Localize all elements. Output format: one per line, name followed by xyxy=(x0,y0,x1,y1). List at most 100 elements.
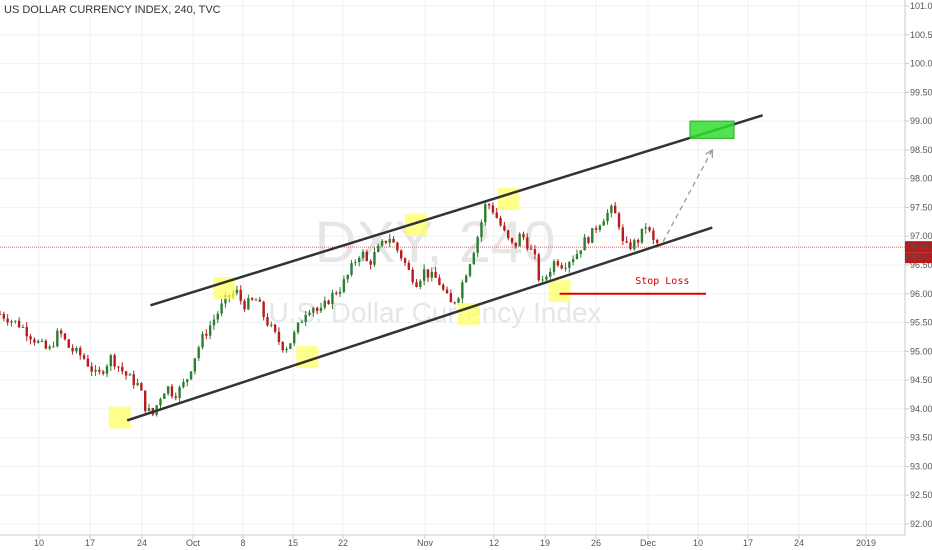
candle-body xyxy=(419,280,422,287)
candle-body xyxy=(445,289,449,294)
candle-body xyxy=(403,258,407,263)
price-tick-label: 93.00 xyxy=(910,461,932,471)
price-tick-label: 95.50 xyxy=(910,318,932,328)
candle-body xyxy=(285,348,288,351)
candle-body xyxy=(384,240,388,243)
candle-body xyxy=(514,242,518,247)
candle-body xyxy=(63,333,67,340)
candle-body xyxy=(400,250,403,259)
candle-body xyxy=(113,355,116,367)
candle-body xyxy=(549,271,552,277)
candle-body xyxy=(457,298,460,303)
candle-body xyxy=(21,326,25,328)
candle-body xyxy=(545,276,548,280)
countdown-tag xyxy=(905,252,932,264)
time-tick-label: 8 xyxy=(240,538,245,548)
candle-body xyxy=(281,341,284,351)
candle-body xyxy=(522,233,525,238)
time-tick-label: 24 xyxy=(137,538,147,548)
time-tick-label: 15 xyxy=(288,538,298,548)
price-tick-label: 95.00 xyxy=(910,346,932,356)
price-tick-label: 99.50 xyxy=(910,87,932,97)
price-tick-label: 97.50 xyxy=(910,202,932,212)
candle-body xyxy=(159,399,162,406)
price-channel[interactable] xyxy=(126,114,763,422)
candle-body xyxy=(449,293,453,303)
price-tick-label: 94.00 xyxy=(910,404,932,414)
candle-body xyxy=(75,348,78,352)
candle-body xyxy=(182,381,185,388)
price-axis[interactable]: 92.00 92.50 93.00 93.50 94.00 94.50 95.00 95.50… xyxy=(904,0,932,535)
candle-body xyxy=(266,317,269,326)
candle-body xyxy=(335,292,338,294)
time-tick-label: 19 xyxy=(540,538,550,548)
candle-body xyxy=(411,269,414,283)
candle-body xyxy=(105,366,109,374)
candle-body xyxy=(480,222,483,238)
target-zone[interactable] xyxy=(689,120,735,139)
price-tick-label: 100.50 xyxy=(910,30,932,40)
candle-body xyxy=(163,393,166,400)
candle-body xyxy=(331,292,334,305)
candle-body xyxy=(468,264,472,276)
candle-body xyxy=(197,347,200,359)
candle-body xyxy=(250,298,254,300)
candle-body xyxy=(407,262,411,270)
candle-body xyxy=(560,265,563,269)
candle-body xyxy=(308,312,311,315)
candle-body xyxy=(315,307,319,311)
stop-loss-group[interactable]: Stop Loss xyxy=(559,276,706,295)
candle-body xyxy=(224,295,227,304)
stop-loss-label: Stop Loss xyxy=(635,276,689,287)
candle-body xyxy=(59,330,63,334)
candle-body xyxy=(529,248,533,250)
candle-body xyxy=(636,240,640,243)
candle-body xyxy=(270,324,273,326)
candle-body xyxy=(262,301,265,318)
candle-body xyxy=(300,321,304,323)
candle-body xyxy=(289,343,292,349)
candle-body xyxy=(121,366,124,372)
candle-body xyxy=(0,313,2,315)
candle-body xyxy=(598,225,602,230)
candle-body xyxy=(464,275,468,283)
candle-body xyxy=(144,390,147,411)
candle-body xyxy=(354,262,357,264)
candle-body xyxy=(602,221,605,226)
candle-body xyxy=(178,387,181,398)
candle-body xyxy=(526,237,529,249)
candle-body xyxy=(109,355,113,367)
candle-body xyxy=(606,212,609,222)
price-tick-label: 101.00 xyxy=(910,1,932,11)
time-axis[interactable]: 10 17 24 Oct 8 15 22 Nov 12 19 26 Dec 10 17 24 2019 xyxy=(0,534,905,548)
candle-body xyxy=(216,313,219,320)
candle-body xyxy=(186,379,189,382)
candle-body xyxy=(552,261,556,272)
candle-body xyxy=(357,257,361,263)
candle-body xyxy=(499,217,502,226)
candle-body xyxy=(189,371,193,380)
target-zone-group[interactable] xyxy=(662,120,735,243)
projection-arrow-line xyxy=(662,149,713,243)
candle-body xyxy=(14,320,17,322)
candle-body xyxy=(625,241,628,243)
candle-body xyxy=(537,254,540,281)
candle-body xyxy=(254,299,258,301)
candle-body xyxy=(90,366,93,372)
candle-body xyxy=(510,238,514,243)
chart-title: US DOLLAR CURRENCY INDEX, 240, TVC xyxy=(4,4,221,16)
candle-body xyxy=(613,205,617,214)
current-price-value: 96.81 xyxy=(908,242,931,252)
candle-body xyxy=(52,346,55,348)
candle-body xyxy=(312,307,315,313)
channel-lower-line[interactable] xyxy=(126,226,713,422)
candle-body xyxy=(594,228,598,230)
candle-body xyxy=(98,369,101,372)
candle-body xyxy=(67,339,70,348)
channel-upper-line[interactable] xyxy=(150,114,763,307)
pivot-highlight-box xyxy=(213,277,236,300)
candle-body xyxy=(587,237,590,243)
candle-body xyxy=(648,227,651,231)
candle-body xyxy=(591,228,594,243)
